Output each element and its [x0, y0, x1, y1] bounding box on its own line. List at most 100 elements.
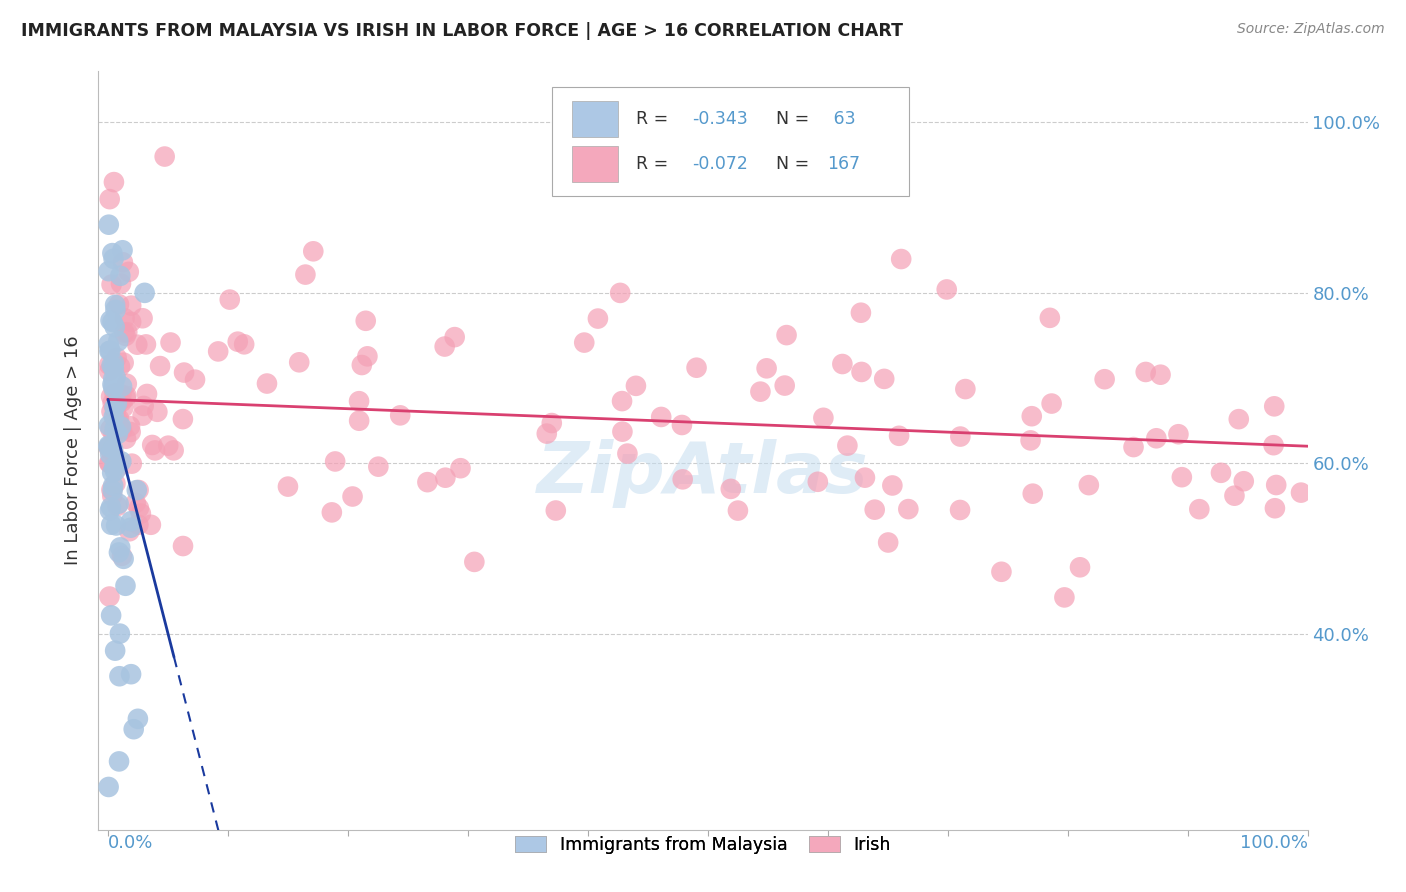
- Point: [98, 343, 121, 358]
- Point: [727, 503, 749, 517]
- Point: [108, 411, 131, 425]
- Point: [104, 464, 127, 478]
- Point: [108, 359, 131, 374]
- Point: [97, 218, 120, 232]
- Point: [616, 447, 638, 461]
- Y-axis label: In Labor Force | Age > 16: In Labor Force | Age > 16: [65, 335, 83, 566]
- Point: [544, 503, 567, 517]
- Point: [233, 337, 256, 351]
- Point: [120, 299, 142, 313]
- Point: [103, 372, 125, 386]
- Point: [101, 489, 124, 503]
- Point: [1122, 440, 1144, 454]
- Point: [831, 357, 853, 371]
- Point: [107, 395, 129, 409]
- Point: [356, 349, 378, 363]
- Point: [98, 456, 121, 470]
- Point: [114, 391, 136, 405]
- Point: [288, 355, 311, 369]
- Point: [610, 394, 633, 409]
- Point: [624, 379, 647, 393]
- Point: [103, 361, 125, 376]
- Point: [1039, 310, 1062, 325]
- Point: [122, 722, 145, 736]
- Point: [935, 282, 957, 296]
- Point: [97, 264, 120, 278]
- Point: [120, 521, 142, 535]
- Point: [115, 376, 138, 391]
- Point: [128, 483, 150, 497]
- Point: [463, 555, 485, 569]
- Point: [121, 457, 143, 471]
- Point: [347, 394, 370, 409]
- Point: [612, 425, 634, 439]
- Point: [172, 539, 194, 553]
- Point: [104, 370, 127, 384]
- Point: [120, 514, 142, 528]
- Point: [100, 277, 122, 292]
- Point: [118, 524, 141, 539]
- Point: [1171, 470, 1194, 484]
- Point: [101, 442, 124, 456]
- Point: [98, 364, 121, 378]
- Text: -0.343: -0.343: [692, 110, 748, 128]
- Point: [115, 389, 138, 403]
- Point: [277, 480, 299, 494]
- Point: [111, 255, 134, 269]
- Point: [890, 252, 912, 266]
- Point: [97, 440, 120, 454]
- Point: [108, 297, 131, 311]
- Point: [949, 429, 972, 443]
- Point: [112, 401, 135, 415]
- Point: [103, 386, 125, 401]
- Point: [218, 293, 240, 307]
- Point: [127, 712, 149, 726]
- Point: [877, 535, 900, 549]
- Point: [120, 419, 142, 434]
- Point: [100, 404, 122, 418]
- Point: [100, 359, 122, 373]
- Point: [101, 483, 124, 498]
- Point: [105, 396, 128, 410]
- Point: [101, 377, 124, 392]
- Point: [100, 422, 122, 436]
- Text: 63: 63: [828, 110, 855, 128]
- Point: [849, 306, 872, 320]
- Point: [159, 335, 181, 350]
- Point: [389, 409, 412, 423]
- Point: [434, 471, 457, 485]
- Point: [107, 497, 129, 511]
- Point: [671, 417, 693, 432]
- Point: [342, 490, 364, 504]
- Point: [117, 325, 139, 339]
- Point: [101, 479, 124, 493]
- Point: [416, 475, 439, 490]
- Point: [146, 405, 169, 419]
- Point: [110, 268, 132, 283]
- Point: [112, 326, 135, 340]
- Point: [98, 358, 121, 372]
- Point: [184, 373, 207, 387]
- Point: [98, 344, 121, 359]
- Point: [104, 643, 127, 657]
- Point: [775, 328, 797, 343]
- Point: [172, 412, 194, 426]
- Point: [103, 401, 125, 415]
- Point: [173, 366, 195, 380]
- Point: [108, 541, 131, 555]
- Point: [1019, 434, 1042, 448]
- Text: Source: ZipAtlas.com: Source: ZipAtlas.com: [1237, 22, 1385, 37]
- Point: [1022, 486, 1045, 500]
- Point: [354, 314, 377, 328]
- Point: [112, 551, 135, 566]
- Point: [107, 461, 129, 475]
- Point: [149, 359, 172, 373]
- Point: [110, 387, 132, 401]
- Point: [103, 427, 125, 442]
- Point: [98, 192, 121, 206]
- Point: [139, 517, 162, 532]
- Point: [1021, 409, 1043, 424]
- Point: [107, 334, 129, 348]
- Point: [141, 438, 163, 452]
- Point: [1094, 372, 1116, 386]
